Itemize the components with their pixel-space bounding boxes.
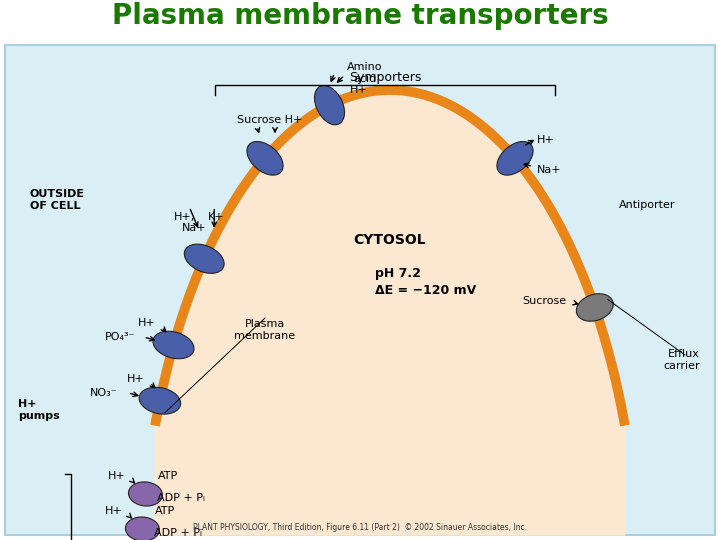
Ellipse shape	[125, 517, 159, 540]
Text: H+: H+	[108, 471, 125, 481]
Polygon shape	[155, 90, 625, 535]
Text: ADP + Pᵢ: ADP + Pᵢ	[154, 528, 202, 538]
Text: H+: H+	[537, 136, 554, 145]
Ellipse shape	[153, 331, 194, 359]
Ellipse shape	[315, 85, 344, 125]
Ellipse shape	[576, 294, 613, 321]
Text: H+,: H+,	[174, 212, 195, 222]
Text: Plasma membrane transporters: Plasma membrane transporters	[112, 2, 608, 30]
Text: PO₄³⁻: PO₄³⁻	[105, 332, 135, 342]
Text: H+: H+	[104, 506, 122, 516]
Text: Efflux
carrier: Efflux carrier	[663, 349, 700, 371]
Text: Plasma
membrane: Plasma membrane	[235, 319, 296, 341]
Text: OUTSIDE
OF CELL: OUTSIDE OF CELL	[30, 189, 85, 211]
Text: NO₃⁻: NO₃⁻	[90, 388, 118, 398]
Ellipse shape	[497, 141, 533, 175]
Text: H+: H+	[349, 85, 367, 95]
Text: Na+: Na+	[182, 222, 207, 233]
Text: H+: H+	[127, 374, 145, 384]
Text: ATP: ATP	[158, 471, 178, 481]
Text: PLANT PHYSIOLOGY, Third Edition, Figure 6.11 (Part 2)  © 2002 Sinauer Associates: PLANT PHYSIOLOGY, Third Edition, Figure …	[193, 523, 527, 532]
Text: ΔE = −120 mV: ΔE = −120 mV	[375, 284, 476, 296]
Ellipse shape	[139, 387, 181, 414]
Ellipse shape	[247, 141, 283, 175]
Text: Antiporter: Antiporter	[618, 200, 675, 210]
Text: Na+: Na+	[537, 165, 562, 176]
Text: ATP: ATP	[154, 506, 175, 516]
Text: K+: K+	[208, 212, 225, 222]
Ellipse shape	[184, 244, 224, 273]
Text: Symporters: Symporters	[348, 71, 421, 84]
Text: pH 7.2: pH 7.2	[375, 267, 421, 280]
Text: H+: H+	[138, 318, 156, 328]
Ellipse shape	[128, 482, 163, 506]
Text: CYTOSOL: CYTOSOL	[354, 233, 426, 247]
Text: Amino: Amino	[347, 62, 382, 72]
Text: Sucrose: Sucrose	[523, 296, 567, 307]
Text: acid: acid	[353, 74, 376, 84]
Text: Sucrose H+: Sucrose H+	[238, 116, 302, 125]
Text: ADP + Pᵢ: ADP + Pᵢ	[158, 493, 205, 503]
Text: H+
pumps: H+ pumps	[18, 399, 60, 421]
